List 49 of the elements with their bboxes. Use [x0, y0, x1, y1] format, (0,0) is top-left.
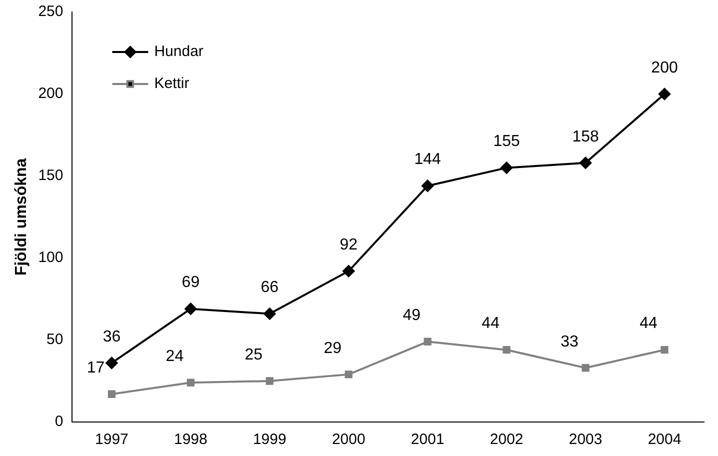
x-tick-label: 1999: [252, 431, 286, 448]
point: [582, 364, 590, 372]
point: [264, 308, 276, 320]
legend-label: Hundar: [154, 43, 204, 60]
data-label: 200: [651, 59, 678, 76]
x-tick-label: 1997: [95, 431, 128, 448]
x-tick-label: 2002: [490, 431, 524, 448]
legend-label: Kettir: [154, 75, 190, 92]
point: [500, 162, 513, 174]
data-label: 29: [324, 340, 342, 357]
point: [186, 378, 195, 386]
data-label: 66: [260, 279, 279, 296]
x-tick-label: 2003: [568, 431, 602, 448]
data-label: 158: [572, 128, 599, 146]
data-label: 44: [640, 315, 658, 332]
data-label: 69: [182, 274, 200, 292]
y-tick-label: 50: [46, 331, 64, 348]
point: [658, 88, 671, 100]
point: [422, 180, 434, 192]
data-label: 17: [86, 360, 105, 377]
data-label: 33: [560, 333, 579, 350]
point: [108, 390, 116, 398]
data-label: 49: [402, 307, 421, 324]
point: [580, 156, 592, 169]
point: [424, 338, 432, 346]
point: [184, 302, 197, 315]
x-tick-label: 2001: [410, 431, 444, 448]
data-label: 92: [340, 236, 358, 254]
point: [342, 265, 355, 278]
data-label: 155: [493, 133, 520, 150]
x-tick-label: 1998: [174, 431, 208, 448]
data-label: 144: [414, 151, 442, 168]
point: [660, 346, 668, 354]
point: [502, 346, 510, 354]
y-tick-label: 100: [38, 249, 64, 266]
data-label: 36: [102, 328, 121, 346]
data-label: 25: [244, 346, 263, 364]
y-tick-label: 0: [54, 413, 64, 430]
y-axis-title: Fjöldi umsókna: [13, 158, 30, 276]
y-tick-label: 250: [38, 3, 64, 20]
y-tick-label: 200: [38, 85, 64, 102]
point: [106, 356, 118, 369]
x-tick-label: 2004: [648, 431, 682, 448]
data-label: 44: [482, 315, 500, 332]
data-label: 24: [166, 348, 184, 366]
point: [344, 370, 352, 378]
y-tick-label: 150: [38, 167, 64, 184]
x-tick-label: 2000: [332, 431, 366, 448]
point: [266, 377, 274, 385]
